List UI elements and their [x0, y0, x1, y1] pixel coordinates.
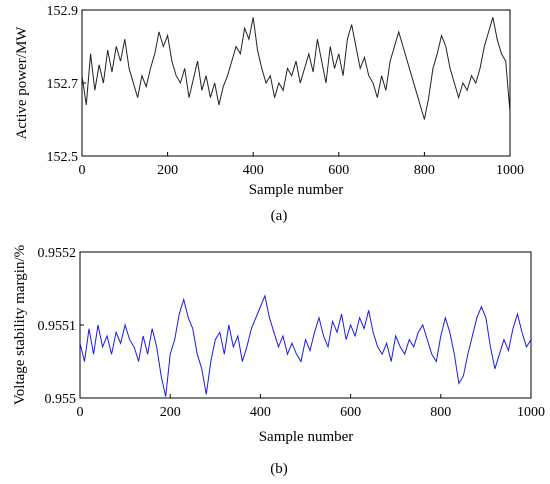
- x-tick-label: 200: [157, 163, 178, 178]
- panel-b-chart: 0 200 400 600 800 1000 0.955 0.9551 0.9552 Samp…: [12, 245, 545, 477]
- y-tick-label: 0.955: [45, 392, 77, 407]
- x-tick-label: 400: [250, 405, 271, 420]
- y-tick-label: 152.9: [47, 4, 79, 19]
- x-tick-label: 0: [79, 163, 86, 178]
- x-tick-label: 1000: [496, 163, 524, 178]
- panel-a-axes-frame: [81, 9, 511, 157]
- x-tick-label: 600: [340, 405, 361, 420]
- panel-b-y-axis-label: Voltage stability margin/%: [12, 245, 28, 405]
- y-tick-label: 0.9552: [38, 246, 77, 261]
- y-tick-label: 0.9551: [38, 319, 77, 334]
- panel-b-x-axis-label: Sample number: [259, 429, 354, 445]
- panel-a-y-axis-label: Active power/MW: [14, 26, 30, 140]
- x-tick-label: 0: [77, 405, 84, 420]
- panel-b-x-ticks: 0 200 400 600 800 1000: [77, 394, 545, 420]
- x-tick-label: 200: [160, 405, 181, 420]
- panel-a-x-ticks: 0 200 400 600 800 1000: [79, 152, 524, 178]
- panel-b-series-line: [79, 294, 532, 397]
- x-tick-label: 800: [430, 405, 451, 420]
- panel-a-chart: 0 200 400 600 800 1000 152.5 152.7 152.9 Sample…: [14, 4, 524, 224]
- panel-a-series-line: [81, 17, 511, 120]
- x-tick-label: 600: [328, 163, 349, 178]
- panel-a-y-ticks: 152.5 152.7 152.9: [47, 4, 86, 165]
- panel-a-caption: (a): [271, 208, 288, 224]
- x-tick-label: 400: [243, 163, 264, 178]
- panel-b-caption: (b): [270, 461, 288, 477]
- panel-b-y-ticks: 0.955 0.9551 0.9552: [38, 246, 84, 407]
- x-tick-label: 800: [414, 163, 435, 178]
- y-tick-label: 152.5: [47, 150, 79, 165]
- x-tick-label: 1000: [517, 405, 545, 420]
- panel-a-x-axis-label: Sample number: [249, 182, 344, 198]
- y-tick-label: 152.7: [47, 77, 79, 92]
